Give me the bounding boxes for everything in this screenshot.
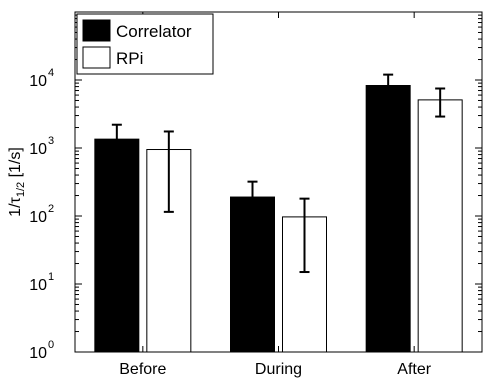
y-tick-label: 10: [29, 141, 47, 158]
y-axis-label: 1/τ1/2 [1/s]: [7, 147, 27, 217]
y-tick-label-exponent: 3: [48, 135, 54, 147]
error-bar-correlator-during: [247, 180, 258, 213]
y-tick-label-exponent: 0: [48, 339, 54, 351]
error-bar-rpi-before: [163, 130, 174, 213]
x-tick-label-after: After: [397, 361, 431, 378]
y-tick-label-base: 10: [29, 141, 47, 158]
y-tick-label-exponent: 4: [48, 67, 54, 79]
svg-text:1/τ1/2 [1/s]: 1/τ1/2 [1/s]: [7, 147, 27, 217]
y-tick-label: 10: [29, 277, 47, 294]
bar-correlator-during: [230, 196, 275, 353]
bar-rpi-after: [417, 99, 463, 353]
legend-label-correlator: Correlator: [116, 22, 192, 41]
y-tick-label-base: 10: [29, 345, 47, 362]
legend: Correlator RPi: [76, 13, 214, 75]
y-tick-label-base: 10: [29, 73, 47, 90]
error-bar-rpi-during: [299, 197, 310, 274]
bars-layer: [94, 73, 463, 353]
y-tick-label: 10: [29, 345, 47, 362]
x-tick-label-before: Before: [119, 361, 166, 378]
error-bar-rpi-after: [435, 87, 446, 118]
bar-correlator-after: [365, 85, 411, 353]
legend-swatch-correlator: [82, 19, 111, 42]
legend-label-rpi: RPi: [116, 49, 143, 68]
error-bar-correlator-after: [383, 73, 394, 98]
y-tick-label-exponent: 1: [48, 271, 54, 283]
y-axis-label-prefix: 1/τ: [7, 196, 24, 216]
y-tick-label: 10: [29, 73, 47, 90]
y-tick-label-base: 10: [29, 277, 47, 294]
y-tick-label-base: 10: [29, 209, 47, 226]
y-tick-label: 10: [29, 209, 47, 226]
y-tick-label-exponent: 2: [48, 203, 54, 215]
y-axis-label-subscript: 1/2: [15, 182, 27, 197]
x-tick-label-during: During: [255, 361, 302, 378]
error-bar-correlator-before: [111, 123, 122, 152]
y-axis-label-suffix: [1/s]: [7, 147, 24, 182]
bar-correlator-before: [94, 138, 140, 353]
legend-swatch-rpi: [82, 46, 111, 69]
